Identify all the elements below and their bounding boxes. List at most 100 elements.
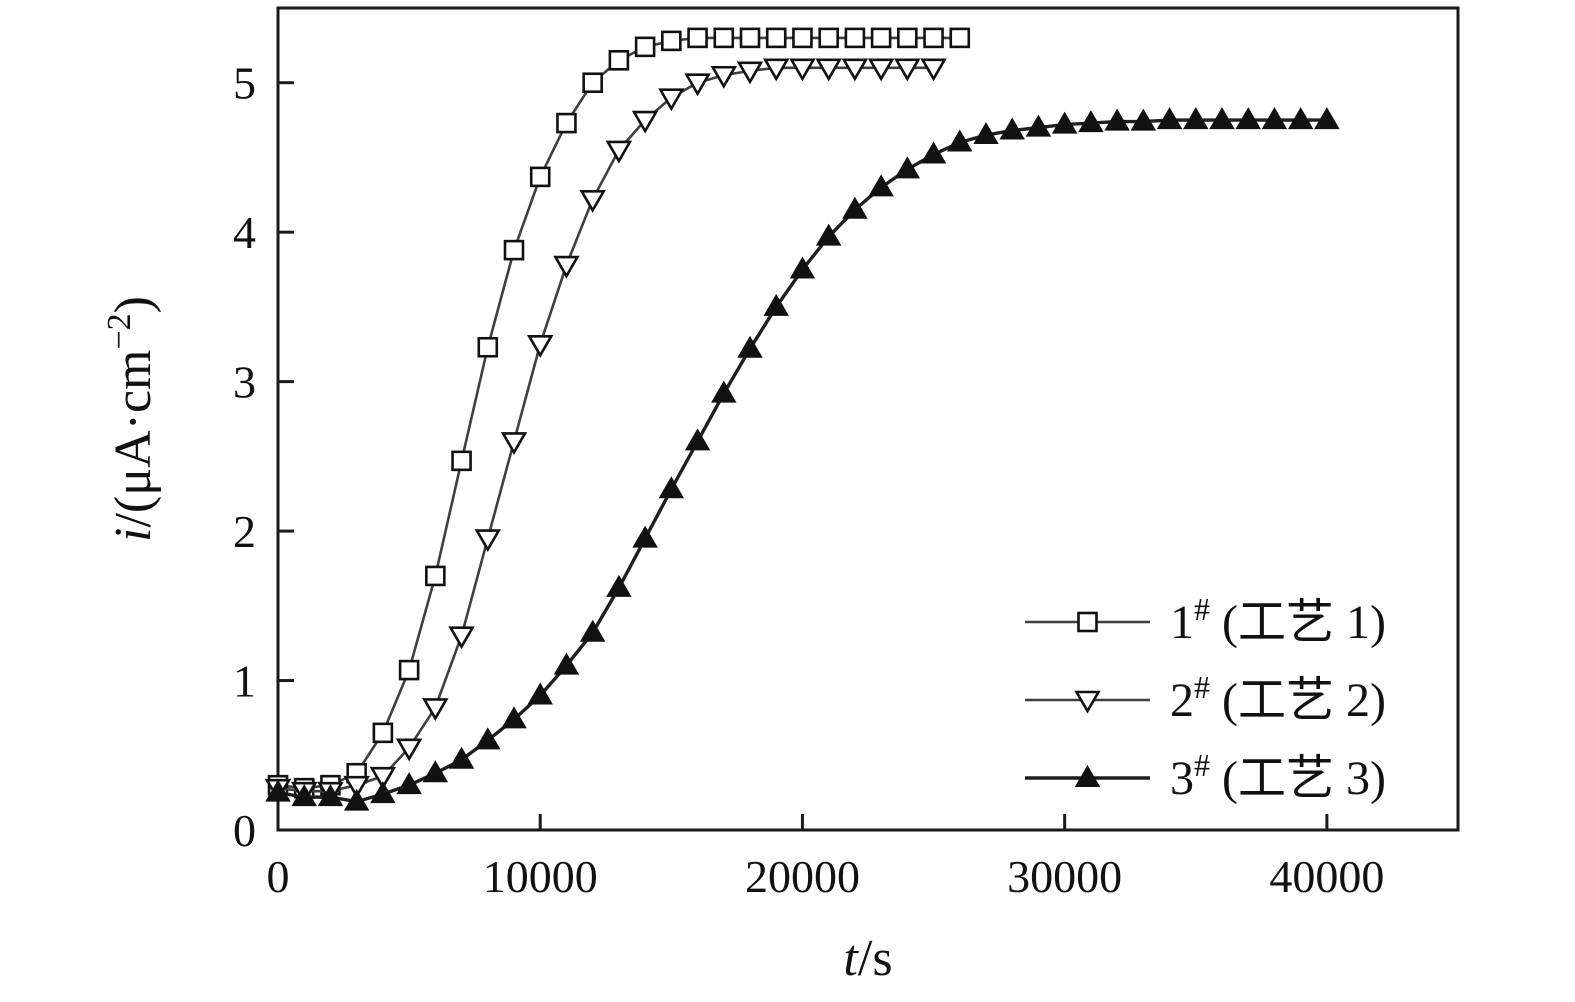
- legend-label: 1# (工艺 1): [1170, 591, 1386, 649]
- legend-label: 3# (工艺 3): [1170, 747, 1386, 805]
- triangle-down-marker: [920, 58, 947, 82]
- y-tick-label: 5: [233, 58, 256, 109]
- triangle-up-marker: [1183, 107, 1209, 130]
- triangle-down-marker: [1074, 690, 1101, 714]
- square-marker: [477, 336, 499, 358]
- triangle-up-marker: [842, 196, 868, 219]
- square-marker: [398, 659, 420, 681]
- x-axis-title: t/s: [843, 930, 892, 987]
- square-marker: [451, 450, 472, 472]
- y-tick-label: 1: [233, 656, 256, 707]
- triangle-up-marker: [1209, 107, 1235, 130]
- y-axis: 0 1 2 3 4 5: [233, 58, 294, 856]
- square-marker: [529, 166, 551, 188]
- square-marker: [949, 27, 971, 49]
- x-tick-label: 30000: [1007, 851, 1122, 902]
- plot-frame: [276, 6, 1460, 832]
- triangle-up-marker: [448, 746, 475, 769]
- square-marker: [556, 112, 577, 134]
- triangle-up-marker: [1287, 107, 1314, 130]
- square-marker: [713, 27, 735, 49]
- triangle-down-marker: [841, 58, 869, 82]
- series-line: [277, 66, 934, 793]
- legend-item-3: 3# (工艺 3): [1025, 747, 1386, 805]
- triangle-up-marker: [973, 122, 999, 145]
- y-tick-label: 3: [233, 357, 256, 408]
- square-marker: [844, 27, 866, 49]
- triangle-down-marker: [526, 334, 554, 358]
- triangle-up-marker: [501, 706, 527, 729]
- square-marker: [661, 30, 682, 52]
- square-marker: [425, 565, 446, 587]
- triangle-down-marker: [684, 73, 711, 97]
- triangle-up-marker: [1235, 107, 1261, 130]
- series-2: [264, 58, 947, 805]
- triangle-up-marker: [1051, 111, 1078, 134]
- triangle-down-marker: [815, 58, 842, 82]
- triangle-up-marker: [396, 772, 422, 795]
- triangle-down-marker: [448, 626, 475, 650]
- triangle-up-marker: [370, 781, 396, 804]
- triangle-up-marker: [1156, 107, 1183, 130]
- triangle-up-marker: [1078, 110, 1104, 133]
- square-marker: [634, 36, 656, 58]
- square-marker: [687, 27, 708, 49]
- square-marker: [792, 27, 813, 49]
- square-marker: [818, 27, 839, 49]
- triangle-up-marker: [579, 619, 606, 642]
- x-tick-label: 10000: [483, 851, 598, 902]
- triangle-down-marker: [474, 529, 502, 553]
- triangle-up-marker: [475, 727, 501, 750]
- y-axis-title: i/(μA·cm−2): [101, 296, 162, 542]
- square-marker: [923, 27, 944, 49]
- triangle-up-marker: [1074, 765, 1101, 787]
- triangle-up-marker: [711, 380, 737, 403]
- triangle-down-marker: [605, 140, 633, 164]
- triangle-up-marker: [291, 784, 317, 807]
- y-tick-label: 4: [233, 207, 256, 258]
- triangle-down-marker: [658, 88, 685, 112]
- triangle-up-marker: [1025, 114, 1052, 137]
- triangle-down-marker: [553, 255, 580, 279]
- legend-label: 2# (工艺 2): [1170, 669, 1386, 727]
- triangle-down-marker: [789, 58, 816, 82]
- triangle-up-marker: [422, 760, 449, 783]
- square-marker: [765, 27, 787, 49]
- square-marker: [739, 27, 761, 49]
- triangle-up-marker: [684, 428, 711, 451]
- triangle-up-marker: [632, 525, 658, 548]
- triangle-up-marker: [763, 293, 789, 316]
- triangle-up-marker: [606, 574, 632, 597]
- triangle-up-marker: [553, 652, 580, 675]
- triangle-down-marker: [369, 766, 397, 790]
- triangle-up-marker: [920, 141, 947, 164]
- triangle-down-marker: [395, 738, 423, 762]
- triangle-up-marker: [1314, 107, 1340, 130]
- x-tick-label: 20000: [745, 851, 860, 902]
- triangle-up-marker: [815, 223, 842, 246]
- square-marker: [503, 239, 525, 261]
- triangle-up-marker: [317, 784, 344, 807]
- triangle-up-marker: [343, 788, 370, 811]
- y-tick-label: 0: [233, 805, 256, 856]
- triangle-up-marker: [658, 476, 685, 499]
- square-marker: [870, 27, 892, 49]
- triangle-up-marker: [999, 117, 1025, 140]
- triangle-down-marker: [631, 110, 659, 134]
- legend-item-2: 2# (工艺 2): [1025, 669, 1386, 727]
- triangle-up-marker: [868, 174, 894, 197]
- triangle-down-marker: [736, 61, 764, 85]
- x-tick-label: 0: [267, 851, 290, 902]
- series-3: [265, 107, 1340, 811]
- triangle-up-marker: [1261, 107, 1288, 130]
- triangle-up-marker: [737, 335, 763, 358]
- triangle-down-marker: [867, 58, 895, 82]
- triangle-down-marker: [710, 65, 738, 89]
- x-tick-label: 40000: [1269, 851, 1384, 902]
- triangle-down-marker: [500, 432, 528, 456]
- square-marker: [1077, 611, 1098, 633]
- triangle-up-marker: [947, 129, 973, 152]
- triangle-up-marker: [265, 779, 291, 802]
